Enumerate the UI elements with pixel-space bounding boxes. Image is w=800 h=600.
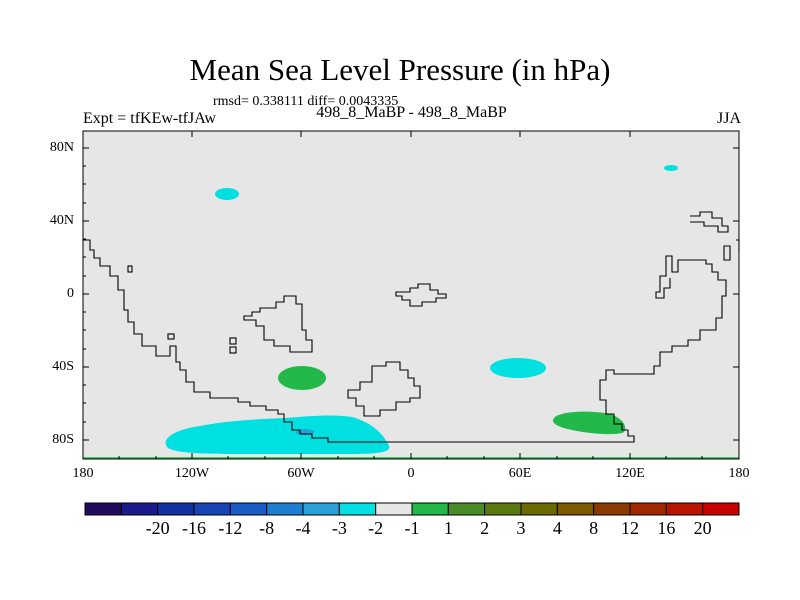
colorbar-label: -4: [295, 518, 311, 538]
lat-tick-80s: 80S: [52, 432, 74, 447]
coastline-island-a: [167, 333, 175, 340]
lon-tick-120e: 120E: [615, 466, 645, 481]
colorbar-label: 20: [693, 518, 712, 538]
coastline-island-d: [127, 265, 133, 273]
lat-tick-0: 0: [67, 286, 74, 301]
neg-region-southern-ocean: [165, 415, 390, 454]
colorbar-swatch: [593, 502, 631, 516]
pos-region-south-indian-east: [552, 411, 626, 435]
coastline-island-b: [229, 337, 237, 345]
lat-tick-40s: 40S: [52, 359, 74, 374]
map-title: Mean Sea Level Pressure (in hPa): [189, 52, 611, 87]
colorbar-swatch: [629, 502, 667, 516]
colorbar-label: -12: [218, 518, 243, 538]
lon-tick-60w: 60W: [287, 466, 315, 481]
colorbar-label: 2: [480, 518, 490, 538]
lon-tick-0: 0: [407, 466, 415, 481]
lat-ticks: [83, 147, 739, 441]
colorbar-swatch: [302, 502, 340, 516]
neg-region-south-indian: [490, 358, 546, 378]
coastline-east-edge: [723, 245, 731, 261]
colorbar-label: -3: [331, 518, 347, 538]
colorbar-label: 12: [621, 518, 639, 538]
lon-tick-180e: 180: [728, 466, 750, 481]
lon-ticks: [118, 131, 703, 459]
colorbar-label: 4: [552, 518, 562, 538]
lon-tick-60e: 60E: [508, 466, 532, 481]
colorbar-swatch: [193, 502, 231, 516]
colorbar-swatch: [375, 502, 413, 516]
colorbar-label: -2: [368, 518, 384, 538]
positive-anomaly-regions: [278, 366, 626, 435]
colorbar-label: 16: [657, 518, 676, 538]
colorbar-label: 8: [589, 518, 599, 538]
lat-tick-80n: 80N: [49, 140, 74, 155]
neg-region-arctic: [664, 165, 678, 171]
colorbar-swatch: [120, 502, 159, 516]
colorbar-swatch: [338, 502, 377, 516]
colorbar-label: -1: [404, 518, 420, 538]
season-label: JJA: [716, 110, 741, 127]
lat-tick-40n: 40N: [49, 213, 74, 228]
coastline-continent-south: [347, 361, 421, 417]
experiment-label: Expt = tfKEw-tfJAw: [83, 110, 216, 127]
coastline-northeast: [690, 211, 729, 233]
coastline-continent-west: [243, 295, 313, 353]
coastline-island-c: [229, 346, 237, 354]
colorbar-swatch: [665, 502, 704, 516]
colorbar-swatch: [702, 502, 740, 516]
coastline-south-america: [83, 239, 727, 443]
case-label: 498_8_MaBP - 498_8_MaBP: [316, 104, 507, 121]
colorbar-swatch: [447, 502, 486, 516]
lon-tick-120w: 120W: [174, 466, 210, 481]
colorbar-label: -16: [182, 518, 206, 538]
coastline-continent-equator: [395, 283, 447, 307]
neg-region-north-pacific: [215, 188, 239, 200]
colorbar-swatch: [411, 502, 449, 516]
colorbar-label: 1: [443, 518, 453, 538]
colorbar-swatch: [157, 502, 195, 516]
colorbar-label: -20: [145, 518, 170, 538]
colorbar-swatch: [266, 502, 304, 516]
colorbar-swatch: [520, 502, 558, 516]
colorbar-label: -8: [259, 518, 275, 538]
colorbar-swatch: [556, 502, 595, 516]
lon-tick-180w: 180: [72, 466, 94, 481]
colorbar-label: 3: [516, 518, 526, 538]
negative-anomaly-regions: [165, 165, 678, 454]
stats-label: rmsd= 0.338111 diff= 0.0043335: [213, 94, 399, 109]
map-background: [83, 131, 739, 459]
colorbar: [84, 502, 740, 516]
colorbar-swatch: [84, 502, 122, 516]
pos-region-south-atlantic: [278, 366, 326, 390]
colorbar-swatch: [229, 502, 268, 516]
colorbar-swatch: [484, 502, 522, 516]
